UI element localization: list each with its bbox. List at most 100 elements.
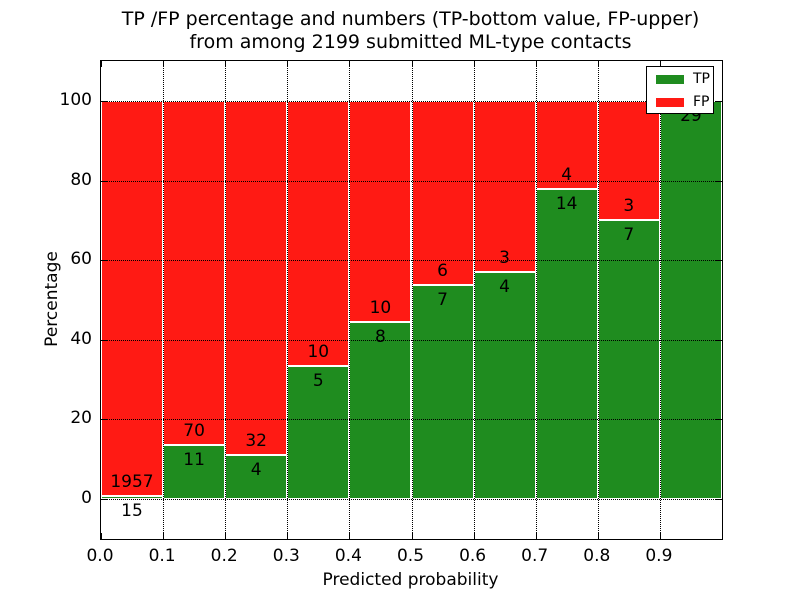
tp-bar-0.4 — [349, 322, 412, 499]
fp-count-label: 3 — [499, 247, 510, 268]
tp-count-label: 11 — [183, 449, 205, 470]
plot-area: 1957 15 70 11 32 4 10 5 10 8 6 7 3 4 4 14 3 7 29 — [100, 60, 723, 540]
fp-bar-0.3 — [287, 101, 350, 367]
x-tick-bottom-0.3 — [287, 533, 289, 539]
fp-count-label: 6 — [437, 260, 448, 281]
x-tick-top-0.1 — [163, 61, 165, 67]
x-tick-top-0.0 — [101, 61, 102, 67]
x-tick-label-0.5: 0.5 — [396, 546, 425, 566]
x-tick-top-0.2 — [225, 61, 227, 67]
fp-bar-0.5 — [411, 101, 474, 285]
fp-bar-0.0 — [101, 101, 164, 496]
y-tick-left-20 — [101, 419, 107, 421]
x-tick-bottom-0.4 — [349, 533, 351, 539]
fp-count-label: 32 — [245, 430, 267, 451]
legend-label-tp: TP — [693, 71, 710, 87]
y-tick-label-60: 60 — [70, 249, 92, 270]
x-tick-top-0.8 — [597, 61, 599, 67]
tp-count-label: 15 — [121, 500, 143, 521]
tp-bar-0.7 — [535, 189, 598, 499]
x-tick-label-0.1: 0.1 — [148, 546, 176, 566]
x-tick-top-0.7 — [535, 61, 537, 67]
fp-bar-0.4 — [349, 101, 412, 323]
x-tick-top-0.3 — [287, 61, 289, 67]
y-tick-label-20: 20 — [70, 408, 92, 429]
x-tick-top-0.6 — [473, 61, 475, 67]
x-tick-label-0.8: 0.8 — [583, 546, 611, 566]
x-tick-top-0.5 — [411, 61, 413, 67]
tp-bar-0.6 — [473, 271, 536, 499]
x-tick-bottom-0.2 — [225, 533, 227, 539]
x-tick-label-0.4: 0.4 — [334, 546, 362, 566]
x-tick-label-0.7: 0.7 — [521, 546, 549, 566]
v-gridline-0.5 — [411, 61, 413, 539]
y-tick-left-80 — [101, 180, 107, 182]
legend-label-fp: FP — [693, 94, 710, 110]
tp-count-label: 7 — [623, 225, 635, 246]
v-gridline-0.8 — [597, 61, 599, 539]
y-tick-label-100: 100 — [59, 90, 92, 110]
tp-count-label: 5 — [312, 371, 324, 392]
y-tick-left-60 — [101, 260, 107, 262]
y-tick-left-100 — [101, 101, 107, 102]
fp-bar-0.7 — [535, 101, 598, 190]
tp-count-label: 14 — [555, 194, 578, 215]
x-tick-bottom-0.0 — [101, 533, 102, 539]
chart-title: TP /FP percentage and numbers (TP-bottom… — [100, 8, 721, 54]
y-tick-label-0: 0 — [81, 488, 92, 508]
tp-count-label: 8 — [374, 327, 386, 348]
x-tick-bottom-0.9 — [659, 533, 661, 539]
fp-count-label: 4 — [561, 165, 573, 186]
fp-bar-0.2 — [225, 101, 288, 455]
x-tick-label-0.9: 0.9 — [645, 546, 673, 566]
y-tick-left-40 — [101, 339, 107, 341]
x-tick-bottom-0.1 — [163, 533, 165, 539]
x-tick-bottom-0.5 — [411, 533, 413, 539]
x-tick-bottom-0.8 — [597, 533, 599, 539]
tp-count-label: 4 — [499, 276, 510, 297]
x-tick-bottom-0.6 — [473, 533, 475, 539]
x-tick-label-0.3: 0.3 — [272, 546, 300, 566]
y-tick-label-80: 80 — [70, 169, 92, 190]
x-tick-label-0.6: 0.6 — [459, 546, 487, 566]
x-tick-top-0.9 — [659, 61, 661, 67]
v-gridline-0.3 — [287, 61, 289, 539]
tp-bar-0.0 — [101, 495, 164, 499]
fp-count-label: 3 — [623, 196, 635, 217]
y-tick-right-100 — [716, 101, 722, 102]
v-gridline-0.4 — [349, 61, 351, 539]
legend-item-fp: FP — [647, 91, 713, 113]
fp-count-label: 10 — [307, 342, 330, 363]
legend: TP FP — [646, 66, 714, 114]
x-tick-bottom-0.7 — [535, 533, 537, 539]
tp-bar-0.3 — [287, 366, 350, 499]
tp-legend-swatch-icon — [656, 74, 684, 84]
tp-count-label: 4 — [250, 459, 262, 480]
y-tick-right-80 — [716, 180, 722, 182]
legend-item-tp: TP — [647, 68, 713, 90]
y-tick-right-0 — [716, 499, 722, 500]
fp-count-label: 10 — [369, 298, 392, 319]
chart-title-line2: from among 2199 submitted ML-type contac… — [189, 31, 632, 53]
v-gridline-0.9 — [659, 61, 661, 539]
y-tick-right-60 — [716, 260, 722, 262]
v-gridline-0.6 — [473, 61, 475, 539]
tp-bar-0.8 — [597, 220, 660, 499]
x-tick-top-0.4 — [349, 61, 351, 67]
x-tick-label-0.2: 0.2 — [210, 546, 238, 566]
v-gridline-0.2 — [225, 61, 227, 539]
fp-count-label: 1957 — [110, 471, 154, 492]
fp-bar-0.1 — [163, 101, 226, 445]
y-tick-label-40: 40 — [70, 328, 92, 349]
fp-legend-swatch-icon — [656, 97, 684, 107]
y-tick-right-40 — [716, 339, 722, 341]
v-gridline-0.7 — [535, 61, 537, 539]
tp-bar-0.9 — [659, 101, 722, 499]
tp-bar-0.5 — [411, 284, 474, 499]
x-tick-label-0.0: 0.0 — [86, 546, 114, 566]
y-tick-left-0 — [101, 499, 107, 500]
fp-bar-0.6 — [473, 101, 536, 272]
y-tick-right-20 — [716, 419, 722, 421]
tp-bar-0.1 — [163, 444, 226, 499]
